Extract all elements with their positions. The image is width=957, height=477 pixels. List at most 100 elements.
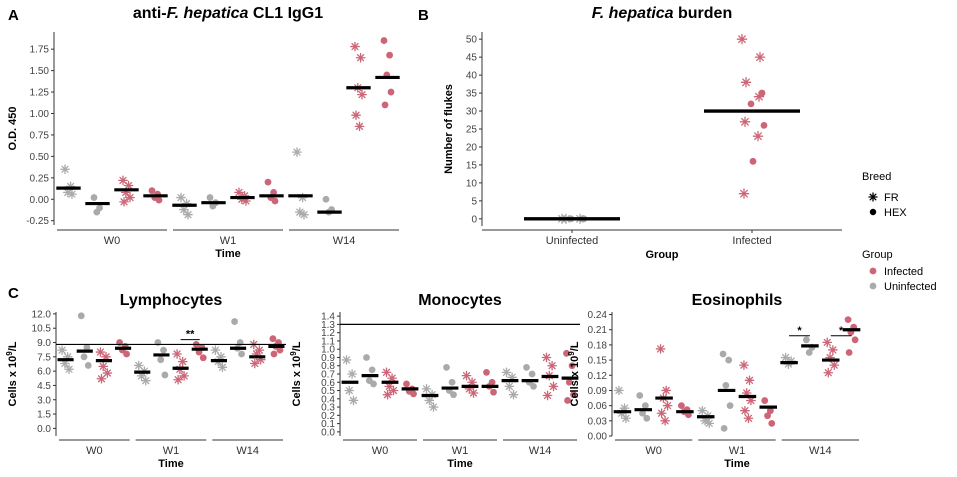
data-point-fr (172, 349, 182, 359)
label-rest: /L (569, 341, 581, 351)
data-point-hex (844, 316, 852, 323)
data-point-hex (570, 391, 577, 399)
panel-c-eosinophils: Eosinophils 0.00 0.03 0.06 0.09 0.12 0.15 0.18 0… (567, 292, 861, 470)
data-point-fr (739, 360, 749, 370)
asterisk-stroke (173, 350, 181, 358)
asterisk-stroke (124, 181, 133, 190)
asterisk-stroke (468, 378, 476, 386)
data-point-hex (199, 354, 207, 362)
asterisk-stroke (142, 377, 150, 385)
y-tick-label: 0.06 (588, 401, 608, 412)
y-tick-label: 7.5 (37, 352, 51, 363)
data-point-fr (173, 374, 183, 385)
y-tick-label: 0.2 (321, 411, 335, 422)
data-point-fr (176, 192, 186, 203)
data-point-fr (387, 373, 397, 383)
data-point-fr (822, 337, 833, 348)
data-point-hex (269, 335, 277, 343)
data-point-fr (98, 361, 109, 372)
y-tick-label: 1.75 (30, 45, 50, 56)
asterisk-stroke (509, 391, 518, 399)
y-tick-label: 0.21 (588, 325, 608, 336)
asterisk-stroke (349, 396, 358, 405)
asterisk-stroke (211, 346, 220, 354)
asterisk-stroke (99, 362, 107, 370)
y-tick-label: 0.15 (588, 356, 608, 367)
data-point-hex (726, 402, 734, 410)
data-point-hex (720, 425, 728, 432)
group-label: W0 (86, 445, 103, 457)
title-part: F. hepatica (592, 5, 674, 22)
asterisk-stroke (135, 361, 143, 370)
data-point-hex (450, 391, 457, 399)
data-point-hex (845, 349, 853, 356)
asterisk-stroke (701, 417, 709, 425)
asterisk-stroke (218, 363, 227, 371)
y-tick-label: 0.03 (588, 416, 608, 427)
data-point-fr (662, 400, 673, 411)
data-point-hex (639, 409, 646, 417)
data-point-fr (461, 370, 472, 381)
asterisk-stroke (255, 346, 263, 354)
data-point-hex (636, 392, 644, 399)
asterisk-stroke (823, 338, 831, 346)
significance-label: ** (186, 329, 195, 341)
x-tick-label: Uninfected (546, 235, 599, 247)
data-point-fr (382, 389, 393, 400)
asterisk-stroke (348, 370, 356, 378)
y-tick-label: 0.5 (321, 386, 335, 397)
y-tick-label: 1.25 (30, 88, 50, 99)
y-tick-label: 10.5 (32, 324, 52, 335)
data-point-fr (661, 385, 672, 396)
data-point-hex (761, 397, 769, 404)
y-tick-label: -0.25 (26, 216, 49, 227)
y-tick-label: 0.24 (588, 310, 608, 321)
x-axis-label: Time (215, 248, 240, 260)
y-tick-label: 4.5 (37, 381, 51, 392)
asterisk-stroke (425, 396, 433, 405)
data-point-fr (740, 405, 750, 416)
legend-group-items: Infected Uninfected (869, 266, 937, 293)
data-point-hex (238, 350, 245, 358)
data-point-hex (565, 378, 573, 386)
data-point-fr (254, 345, 265, 356)
data-point-hex (231, 318, 238, 325)
data-point-fr (67, 189, 77, 199)
asterisk-stroke (658, 409, 666, 417)
data-point-fr (704, 418, 715, 429)
y-axis-label: Cells x 109/L (5, 341, 19, 406)
asterisk-stroke (126, 193, 134, 202)
data-point-hex (161, 371, 169, 379)
asterisk-stroke (61, 165, 69, 173)
y-tick-label: 0.7 (321, 370, 335, 381)
data-point-fr (292, 147, 302, 157)
data-point-fr (736, 33, 748, 45)
y-tick-label: 1.2 (321, 328, 335, 339)
group-label: W1 (729, 445, 746, 457)
y-tick-label: 35 (466, 89, 478, 100)
data-point-fr (740, 77, 752, 88)
title-part: anti- (133, 5, 167, 22)
y-tick-label: 30 (466, 107, 478, 118)
asterisk-stroke (351, 42, 359, 51)
chart-title: anti-F. hepatica CL1 IgG1 (133, 5, 323, 22)
data-point-fr (344, 385, 355, 396)
group-label: W14 (809, 445, 832, 457)
data-point-fr (64, 364, 74, 375)
asterisk-stroke (781, 353, 790, 362)
data-point-hex (157, 356, 165, 364)
y-tick-label: 0 (471, 214, 477, 225)
data-point-hex (84, 362, 92, 369)
data-point-hex (83, 343, 91, 351)
asterisk-stroke (296, 208, 304, 216)
data-point-fr (697, 405, 708, 416)
data-point-hex (387, 88, 395, 96)
asterisk-stroke (358, 90, 366, 99)
data-point-hex (443, 363, 450, 371)
data-point-fr (754, 51, 766, 63)
data-point-fr (118, 175, 128, 186)
asterisk-stroke (356, 54, 365, 62)
data-point-hex (363, 354, 370, 361)
data-point-hex (641, 402, 649, 410)
y-tick-label: 0.9 (321, 353, 335, 364)
